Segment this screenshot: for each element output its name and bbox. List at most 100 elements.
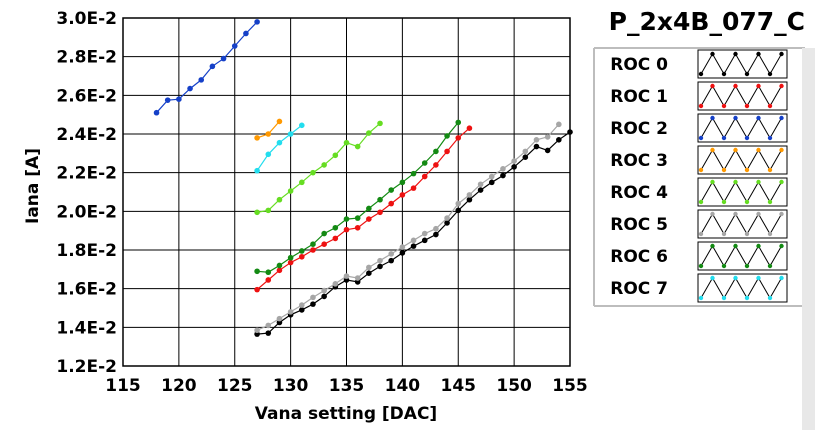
y-tick-label: 2.6E-2: [56, 86, 117, 106]
legend-swatch-marker: [710, 275, 715, 281]
data-point: [287, 131, 294, 137]
data-point: [488, 173, 495, 180]
legend-label: ROC 3: [610, 151, 668, 171]
data-point: [254, 209, 260, 216]
series-roc-4: [254, 120, 383, 216]
data-point: [310, 247, 316, 253]
legend-swatch-marker: [756, 275, 761, 281]
y-tick-label: 1.8E-2: [56, 241, 117, 261]
legend-swatch-marker: [733, 211, 738, 217]
data-point: [455, 207, 462, 214]
data-point: [466, 196, 473, 203]
data-point: [299, 122, 305, 129]
data-point: [321, 287, 327, 294]
legend-label: ROC 1: [610, 87, 668, 107]
data-point: [243, 30, 249, 37]
x-tick-label: 125: [217, 376, 253, 396]
legend-swatch-marker: [698, 71, 704, 77]
legend-swatch-line: [700, 116, 782, 140]
legend-swatch-marker: [756, 115, 761, 121]
legend-swatch-line: [700, 84, 782, 108]
data-point: [366, 270, 372, 277]
data-point: [388, 187, 395, 193]
legend-swatch-marker: [733, 147, 738, 153]
legend-swatch-marker: [767, 263, 773, 269]
plot-frame: [122, 17, 571, 367]
y-axis-title: Iana [A]: [23, 148, 43, 224]
data-point: [332, 152, 339, 159]
y-tick-label: 2.4E-2: [56, 125, 117, 145]
data-point: [354, 143, 361, 150]
data-point: [299, 302, 305, 308]
legend-swatch-marker: [710, 147, 715, 153]
data-point: [488, 179, 495, 186]
series-layer: [153, 19, 573, 337]
data-point: [500, 166, 506, 172]
data-point: [209, 63, 216, 70]
data-point: [265, 277, 272, 283]
legend: ROC 0 ROC 1 ROC 2 ROC 3 ROC 4 ROC 5 ROC 6 ROC 7: [593, 47, 815, 430]
data-point: [276, 319, 283, 326]
legend-swatch-marker: [721, 295, 727, 301]
data-point: [410, 243, 417, 249]
data-point: [299, 253, 305, 260]
data-point: [556, 121, 562, 128]
data-point: [254, 286, 260, 293]
series-line: [156, 21, 258, 114]
data-point: [265, 151, 272, 158]
data-point: [321, 162, 327, 168]
data-point: [388, 257, 395, 264]
legend-swatch-line: [700, 244, 782, 268]
legend-swatch-line: [700, 212, 782, 236]
legend-label: ROC 0: [610, 55, 668, 75]
legend-swatch-marker: [721, 231, 727, 237]
data-point: [287, 254, 294, 261]
legend-swatch-marker: [698, 167, 704, 173]
legend-swatch-line: [700, 52, 782, 76]
legend-label: ROC 6: [610, 247, 668, 267]
data-point: [388, 200, 395, 207]
data-point: [511, 158, 517, 164]
legend-swatch-marker: [744, 71, 750, 77]
data-point: [444, 148, 450, 155]
data-point: [265, 131, 272, 137]
legend-swatch-line: [700, 180, 782, 204]
legend-swatch-marker: [698, 199, 704, 205]
data-point: [321, 241, 327, 247]
legend-swatch-marker: [779, 115, 784, 121]
legend-swatch-marker: [698, 231, 704, 237]
data-point: [354, 215, 361, 221]
legend-swatch-marker: [721, 103, 727, 109]
data-point: [343, 139, 350, 146]
data-point: [310, 241, 316, 247]
data-point: [254, 167, 260, 174]
data-point: [399, 179, 406, 186]
data-point: [399, 192, 406, 198]
data-point: [254, 135, 260, 141]
legend-swatch-marker: [721, 167, 727, 173]
legend-swatch-marker: [756, 243, 761, 249]
data-point: [433, 148, 439, 155]
data-point: [343, 226, 350, 233]
data-point: [511, 164, 517, 170]
legend-swatch-line: [700, 276, 782, 300]
legend-swatch-marker: [733, 115, 738, 121]
legend-swatch-marker: [744, 135, 750, 141]
data-point: [421, 173, 428, 180]
data-point: [354, 279, 361, 285]
legend-swatch-marker: [733, 179, 738, 185]
y-tick-labels: 1.2E-2 1.4E-2 1.6E-2 1.8E-2 2.0E-2 2.2E-2 2.4E…: [56, 9, 117, 377]
data-point: [231, 43, 238, 49]
data-point: [254, 331, 260, 337]
data-point: [343, 216, 350, 222]
data-point: [455, 135, 462, 141]
data-point: [410, 237, 417, 244]
data-point: [321, 230, 327, 237]
data-point: [332, 281, 339, 287]
legend-swatch-marker: [779, 83, 784, 89]
data-point: [533, 143, 540, 150]
data-point: [276, 267, 283, 274]
legend-swatch-marker: [756, 83, 761, 89]
x-tick-label: 140: [385, 376, 421, 396]
data-point: [500, 172, 506, 179]
